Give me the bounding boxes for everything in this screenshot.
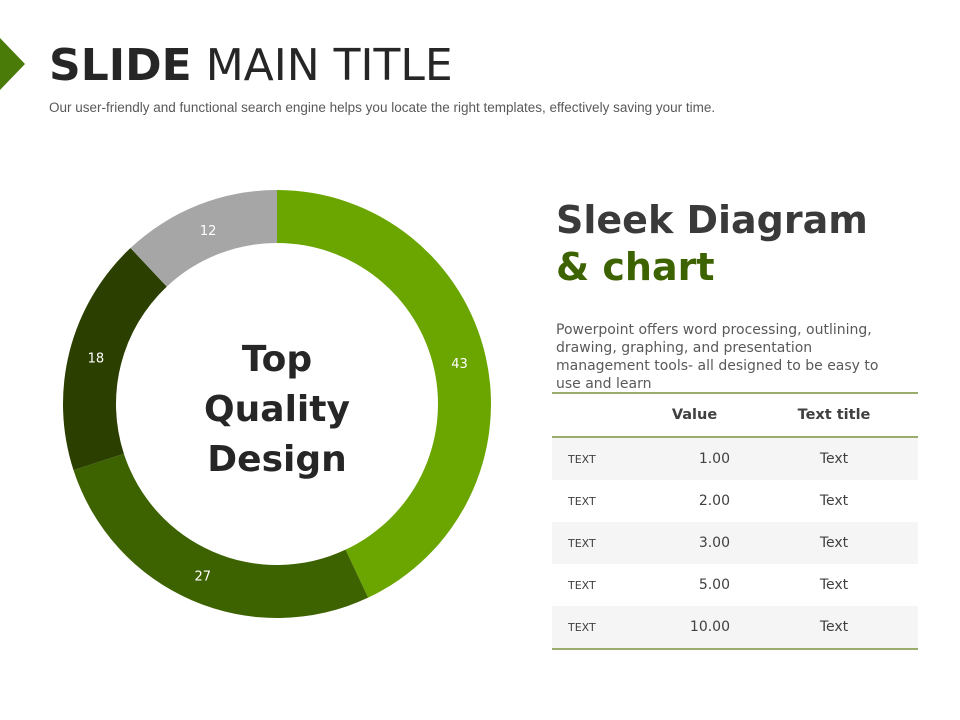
side-heading-1: Sleek Diagram [556, 198, 868, 242]
table-cell: Text [750, 606, 918, 650]
table-row: TEXT 10.00 Text [552, 606, 918, 650]
center-line-2: Quality [204, 389, 350, 430]
donut-chart: 43 27 18 12 [62, 190, 491, 618]
title-light: MAIN TITLE [205, 40, 453, 91]
table-row: TEXT 5.00 Text [552, 564, 918, 606]
side-description: Powerpoint offers word processing, outli… [556, 322, 879, 392]
side-heading-2: & chart [556, 245, 715, 289]
slice-label: 27 [194, 570, 211, 585]
table-cell: 2.00 [698, 493, 730, 509]
data-table: Value Text title TEXT 1.00 Text TEXT 2.00 Tex… [552, 392, 918, 650]
table-row: TEXT 2.00 Text [552, 480, 918, 522]
table-cell: 3.00 [639, 522, 750, 564]
donut-slice [130, 190, 277, 287]
header-cell: Text title [750, 392, 918, 438]
donut-slice [277, 190, 491, 598]
table-cell: 1.00 [639, 437, 750, 480]
table-cell: TEXT [568, 578, 596, 592]
table-header-row: Value Text title [552, 392, 918, 438]
table-cell: Text [819, 577, 849, 593]
table-row: TEXT 3.00 Text [552, 522, 918, 564]
donut-slice [62, 248, 167, 471]
header-cell [552, 392, 639, 438]
slice-label: 43 [451, 357, 468, 372]
table-cell: Text [819, 493, 849, 509]
slide-subtitle: Our user-friendly and functional search … [49, 100, 716, 115]
donut-slice [73, 453, 369, 618]
center-line-1: Top [241, 339, 313, 380]
table-cell: TEXT [552, 606, 639, 650]
table-cell: TEXT [552, 437, 639, 480]
table-cell: Text [750, 437, 918, 480]
title-bold: SLIDE [49, 40, 192, 91]
slice-label: 18 [88, 351, 105, 366]
table-cell: TEXT [552, 522, 639, 564]
center-line-3: Design [207, 439, 347, 480]
table-cell: 5.00 [698, 577, 730, 593]
table-row: TEXT 1.00 Text [552, 437, 918, 480]
donut-center-text: Top Quality Design [177, 335, 377, 485]
arrow-decoration [0, 38, 25, 90]
table-cell: 10.00 [639, 606, 750, 650]
table-cell: Text [750, 522, 918, 564]
slide-title: SLIDE MAIN TITLE [49, 40, 453, 91]
slice-label: 12 [200, 224, 217, 239]
header-cell: Value [639, 392, 750, 438]
table-cell: TEXT [568, 494, 596, 508]
